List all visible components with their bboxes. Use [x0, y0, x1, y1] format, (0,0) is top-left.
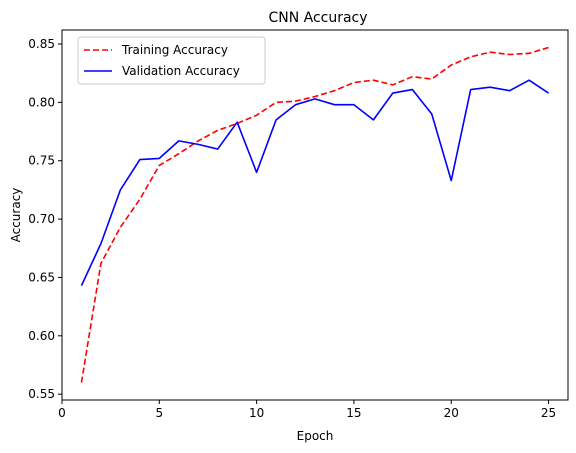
y-tick-label: 0.60: [28, 329, 55, 343]
legend: Training Accuracy Validation Accuracy: [77, 36, 266, 85]
series-line-validation: [80, 79, 549, 286]
series-line-training: [80, 46, 549, 383]
x-tick-label: 20: [444, 406, 459, 420]
y-axis-label: Accuracy: [9, 188, 23, 243]
legend-label: Training Accuracy: [121, 43, 228, 57]
y-axis: 0.55 0.60 0.65 0.70 0.75 0.80 0.85: [28, 37, 62, 401]
legend-box: [77, 36, 266, 85]
x-tick-label: 0: [58, 406, 66, 420]
y-tick-label: 0.70: [28, 212, 55, 226]
x-axis-label: Epoch: [297, 429, 334, 443]
y-tick-label: 0.75: [28, 154, 55, 168]
plot-frame: [61, 29, 569, 401]
x-axis: 0 5 10 15 20 25: [58, 400, 556, 420]
series-group: [80, 46, 549, 383]
chart-title: CNN Accuracy: [268, 10, 367, 26]
x-tick-label: 10: [249, 406, 264, 420]
y-tick-label: 0.85: [28, 37, 55, 51]
x-tick-label: 25: [541, 406, 556, 420]
x-tick-label: 5: [155, 406, 163, 420]
legend-label: Validation Accuracy: [122, 64, 240, 78]
x-tick-label: 15: [346, 406, 361, 420]
y-tick-label: 0.80: [28, 95, 55, 109]
y-tick-label: 0.65: [28, 270, 55, 284]
y-tick-label: 0.55: [28, 387, 55, 401]
